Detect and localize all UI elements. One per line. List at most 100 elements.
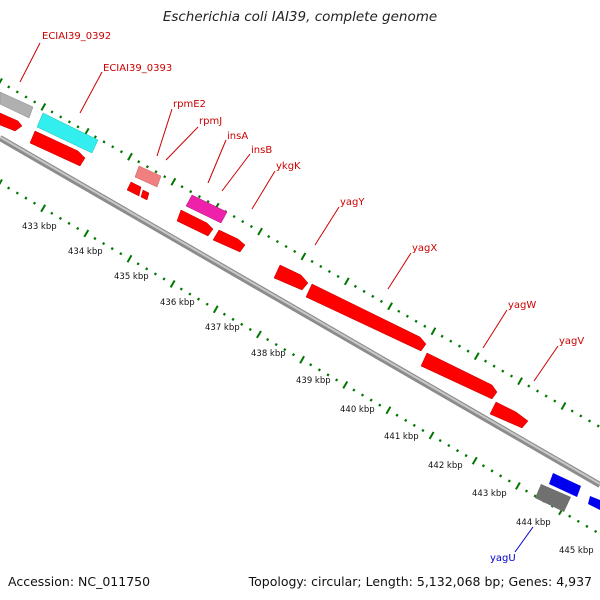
gene-label[interactable]: rpmE2 xyxy=(173,99,206,110)
minor-tick xyxy=(197,195,201,199)
major-tick xyxy=(170,177,177,186)
gene-label[interactable]: yagX xyxy=(412,243,437,254)
major-tick xyxy=(126,254,133,263)
kbp-label: 435 kbp xyxy=(114,272,149,282)
minor-tick xyxy=(490,469,494,473)
minor-tick xyxy=(509,374,514,378)
gene-label[interactable]: ECIAI39_0393 xyxy=(103,63,172,74)
minor-tick xyxy=(283,348,287,352)
kbp-label: 442 kbp xyxy=(428,461,463,471)
dark-gray-feature[interactable] xyxy=(535,484,571,512)
minor-tick xyxy=(570,409,574,413)
minor-tick xyxy=(327,269,331,274)
major-tick xyxy=(517,377,523,386)
gene-label-layer: ECIAI39_0392 ECIAI39_0393 rpmE2 rpmJ ins… xyxy=(42,31,584,564)
minor-tick xyxy=(535,389,540,393)
minor-tick xyxy=(67,221,71,225)
minor-tick xyxy=(7,85,11,89)
rpmE2-feature[interactable] xyxy=(134,165,162,188)
minor-tick xyxy=(414,319,418,323)
minor-tick xyxy=(154,170,158,174)
minor-tick xyxy=(310,259,314,264)
minor-tick xyxy=(93,236,97,241)
insA-feature[interactable] xyxy=(185,194,228,224)
major-tick xyxy=(387,302,393,311)
major-tick xyxy=(0,179,3,186)
minor-tick xyxy=(336,274,340,278)
minor-tick xyxy=(360,393,365,397)
minor-tick xyxy=(483,359,488,363)
major-tick xyxy=(83,229,90,238)
minor-tick xyxy=(440,334,444,338)
minor-tick xyxy=(378,403,382,407)
genome-summary-text: Topology: circular; Length: 5,132,068 bp… xyxy=(248,574,592,589)
minor-tick xyxy=(309,363,313,367)
minor-tick xyxy=(162,277,166,281)
gene-label[interactable]: rpmJ xyxy=(199,116,222,127)
minor-tick xyxy=(576,519,580,523)
minor-tick xyxy=(335,378,339,382)
major-tick xyxy=(515,481,521,490)
map-title: Escherichia coli IAI39, complete genome xyxy=(162,9,438,25)
minor-tick xyxy=(412,423,416,427)
gene-arrow-rpmE2[interactable] xyxy=(126,181,142,197)
accession-text: Accession: NC_011750 xyxy=(8,574,151,589)
minor-tick xyxy=(553,399,557,403)
gene-arrow-insA[interactable] xyxy=(176,209,214,237)
gene-arrow-rpmJ[interactable] xyxy=(140,189,150,201)
gene-arrow-yagW[interactable] xyxy=(489,401,529,429)
minor-tick xyxy=(369,398,373,402)
minor-tick xyxy=(371,294,375,298)
gene-label[interactable]: ykgK xyxy=(276,161,301,172)
gene-label[interactable]: yagU xyxy=(490,553,516,564)
gene-arrow-insB[interactable] xyxy=(212,229,246,253)
gene-arrow-ykgK[interactable] xyxy=(273,264,309,291)
gene-label[interactable]: yagY xyxy=(340,197,365,208)
minor-tick xyxy=(232,214,236,219)
major-tick xyxy=(40,103,47,111)
minor-tick xyxy=(423,324,427,328)
minor-tick xyxy=(293,249,297,254)
minor-tick xyxy=(481,464,485,468)
gene-label[interactable]: insA xyxy=(227,131,248,142)
major-tick xyxy=(127,152,133,161)
minor-tick xyxy=(317,368,321,372)
minor-tick xyxy=(180,185,184,189)
major-tick xyxy=(385,406,392,415)
minor-tick xyxy=(241,219,245,224)
minor-tick xyxy=(449,339,453,343)
kbp-label: 443 kbp xyxy=(472,489,507,499)
major-tick xyxy=(343,277,350,286)
major-tick xyxy=(560,402,567,410)
minor-tick xyxy=(240,322,244,326)
kbp-label: 444 kbp xyxy=(516,518,551,528)
major-tick xyxy=(257,227,263,236)
kbp-label: 438 kbp xyxy=(251,349,286,359)
gene-arrow-yagX[interactable] xyxy=(420,352,498,400)
major-tick xyxy=(212,305,219,314)
minor-tick xyxy=(137,160,141,164)
gene-arrow-0393[interactable] xyxy=(29,130,86,167)
gene-arrow-yagY[interactable] xyxy=(305,283,427,352)
gene-label[interactable]: yagV xyxy=(559,336,584,347)
gene-label[interactable]: ECIAI39_0392 xyxy=(42,31,111,42)
yagU-outer-feature[interactable] xyxy=(549,473,581,497)
minor-tick xyxy=(585,524,589,528)
minor-tick xyxy=(59,115,63,119)
minor-tick xyxy=(544,394,548,398)
gray-feature-0392[interactable] xyxy=(0,91,34,119)
kbp-label: 440 kbp xyxy=(340,405,375,415)
major-tick xyxy=(299,355,305,364)
minor-tick xyxy=(492,364,496,368)
major-tick xyxy=(169,279,176,288)
cyan-feature-0393[interactable] xyxy=(36,112,99,154)
minor-tick xyxy=(587,419,592,423)
gene-label[interactable]: insB xyxy=(251,145,272,156)
minor-tick xyxy=(352,388,356,392)
minor-tick xyxy=(205,302,209,306)
kbp-label: 433 kbp xyxy=(22,222,57,232)
yagU-outer-right[interactable] xyxy=(588,496,600,510)
gene-label[interactable]: yagW xyxy=(508,300,536,311)
gene-arrow-0392[interactable] xyxy=(0,112,23,132)
minor-tick xyxy=(395,413,399,417)
